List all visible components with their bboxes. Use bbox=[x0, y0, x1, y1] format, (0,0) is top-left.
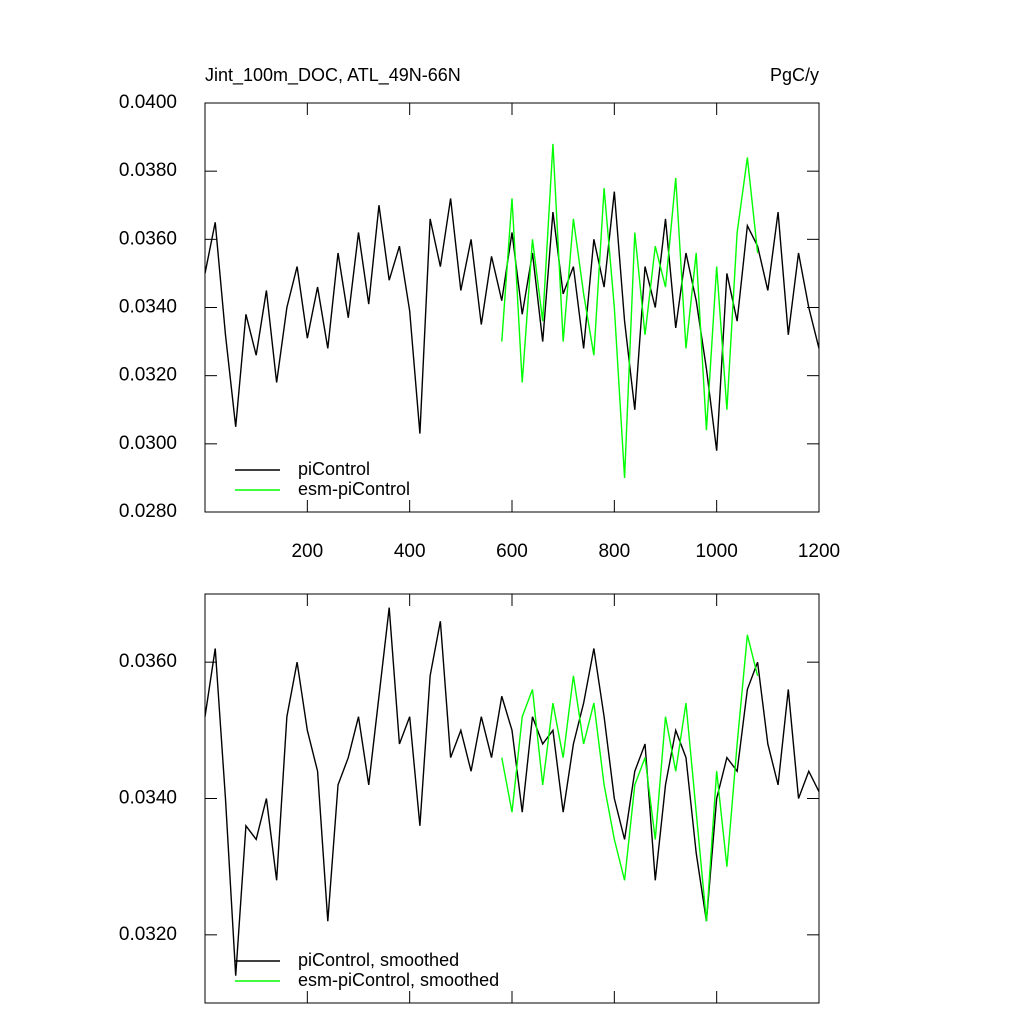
plot-frame bbox=[204, 102, 820, 513]
x-tick-label: 1000 bbox=[696, 541, 738, 562]
x-tick-label: 600 bbox=[496, 541, 528, 562]
series-line bbox=[501, 634, 759, 922]
units-label: PgC/y bbox=[770, 65, 819, 85]
series-line bbox=[204, 607, 820, 976]
y-tick-label: 0.0280 bbox=[119, 501, 177, 522]
y-tick-label: 0.0300 bbox=[119, 433, 177, 454]
legend-label: piControl bbox=[298, 459, 370, 479]
series-line bbox=[204, 191, 820, 451]
y-tick-label: 0.0320 bbox=[119, 365, 177, 386]
legend-label: piControl, smoothed bbox=[298, 950, 459, 970]
series-line bbox=[501, 143, 759, 478]
y-tick-label: 0.0320 bbox=[119, 924, 177, 945]
x-tick-label: 800 bbox=[598, 541, 630, 562]
plot-frame bbox=[204, 593, 820, 1004]
chart-title: Jint_100m_DOC, ATL_49N-66N bbox=[205, 65, 461, 86]
y-tick-label: 0.0400 bbox=[119, 92, 177, 113]
x-tick-label: 1200 bbox=[798, 541, 840, 562]
y-tick-label: 0.0340 bbox=[119, 297, 177, 318]
y-tick-label: 0.0380 bbox=[119, 160, 177, 181]
x-tick-label: 200 bbox=[291, 541, 323, 562]
x-tick-label: 400 bbox=[394, 541, 426, 562]
y-tick-label: 0.0340 bbox=[119, 788, 177, 809]
legend-label: esm-piControl, smoothed bbox=[298, 970, 499, 990]
y-tick-label: 0.0360 bbox=[119, 651, 177, 672]
y-tick-label: 0.0360 bbox=[119, 228, 177, 249]
legend-label: esm-piControl bbox=[298, 479, 410, 499]
